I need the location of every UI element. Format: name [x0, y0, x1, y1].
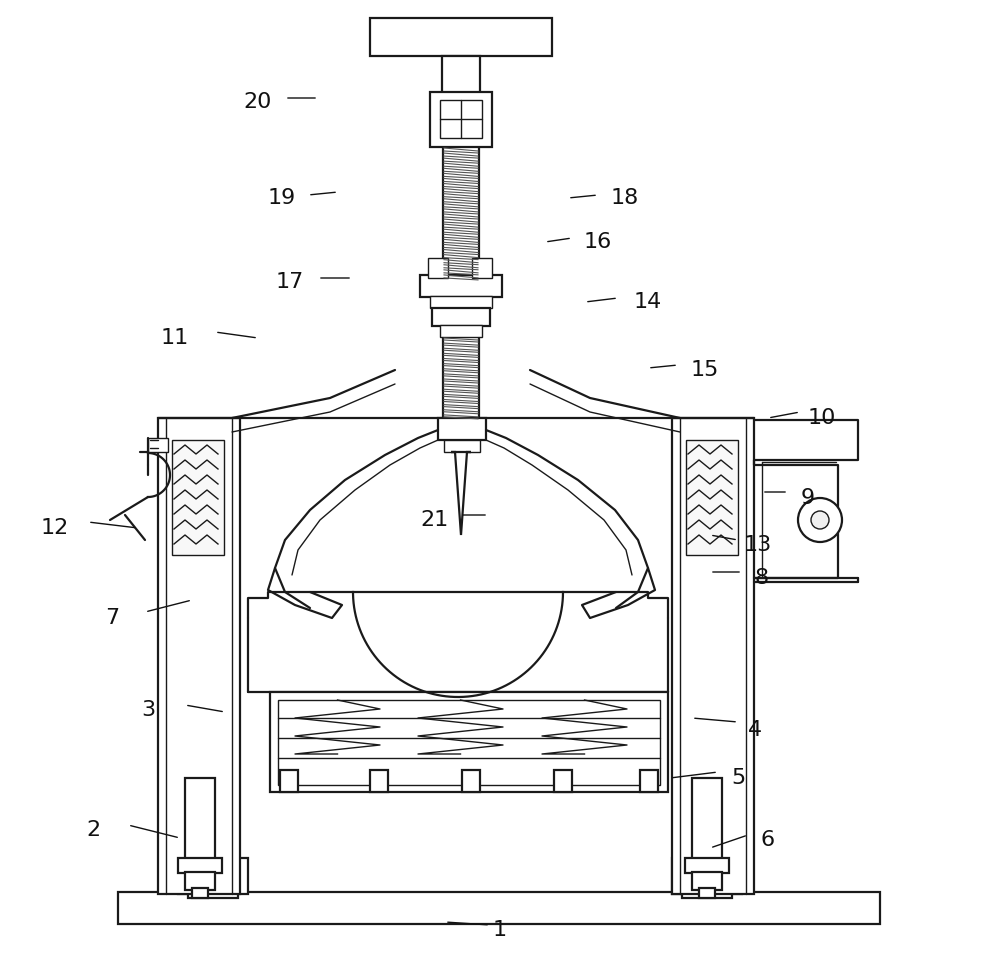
- Circle shape: [811, 511, 829, 529]
- Bar: [200, 862, 225, 882]
- Text: 11: 11: [161, 328, 189, 348]
- Text: 1: 1: [493, 920, 507, 940]
- Text: 7: 7: [105, 608, 119, 628]
- Bar: [672, 418, 754, 894]
- Text: 20: 20: [244, 92, 272, 112]
- Text: 18: 18: [611, 188, 639, 208]
- Text: 5: 5: [731, 768, 745, 788]
- Bar: [440, 325, 482, 337]
- Bar: [280, 770, 298, 792]
- Text: 19: 19: [268, 188, 296, 208]
- Bar: [692, 872, 722, 890]
- Bar: [685, 858, 729, 873]
- Bar: [672, 858, 742, 894]
- Bar: [432, 308, 490, 326]
- Bar: [699, 888, 715, 898]
- Bar: [462, 770, 480, 792]
- Bar: [195, 850, 230, 862]
- Text: 17: 17: [276, 272, 304, 292]
- Text: 6: 6: [761, 830, 775, 850]
- Text: 15: 15: [691, 360, 719, 380]
- Text: 12: 12: [41, 518, 69, 538]
- Bar: [428, 258, 448, 278]
- Bar: [686, 440, 738, 555]
- Bar: [172, 440, 224, 555]
- Bar: [185, 872, 215, 890]
- Bar: [554, 770, 572, 792]
- Bar: [370, 770, 388, 792]
- Bar: [178, 858, 248, 894]
- Bar: [185, 778, 215, 860]
- Bar: [118, 892, 880, 924]
- Bar: [682, 878, 732, 898]
- Bar: [148, 438, 168, 452]
- Bar: [158, 418, 240, 894]
- Text: 13: 13: [744, 535, 772, 555]
- Bar: [430, 92, 492, 147]
- Text: 4: 4: [748, 720, 762, 740]
- Bar: [440, 100, 482, 138]
- Bar: [704, 880, 726, 890]
- Text: 3: 3: [141, 700, 155, 720]
- Bar: [188, 878, 238, 898]
- Bar: [692, 778, 722, 860]
- Bar: [702, 862, 727, 882]
- Bar: [178, 858, 222, 873]
- Bar: [472, 258, 492, 278]
- Polygon shape: [451, 452, 471, 535]
- Bar: [270, 692, 668, 792]
- Bar: [697, 850, 732, 862]
- Bar: [370, 18, 552, 56]
- Bar: [202, 880, 224, 890]
- Bar: [438, 418, 486, 440]
- Bar: [640, 770, 658, 792]
- Bar: [192, 888, 208, 898]
- Bar: [442, 56, 480, 94]
- Text: 14: 14: [634, 292, 662, 312]
- Bar: [278, 700, 660, 785]
- Text: 9: 9: [801, 488, 815, 508]
- Bar: [430, 296, 492, 308]
- Text: 8: 8: [755, 568, 769, 588]
- Text: 10: 10: [808, 408, 836, 428]
- Text: 16: 16: [584, 232, 612, 252]
- Text: 21: 21: [421, 510, 449, 530]
- Bar: [420, 275, 502, 297]
- Circle shape: [798, 498, 842, 542]
- Text: 2: 2: [86, 820, 100, 840]
- Bar: [444, 440, 480, 452]
